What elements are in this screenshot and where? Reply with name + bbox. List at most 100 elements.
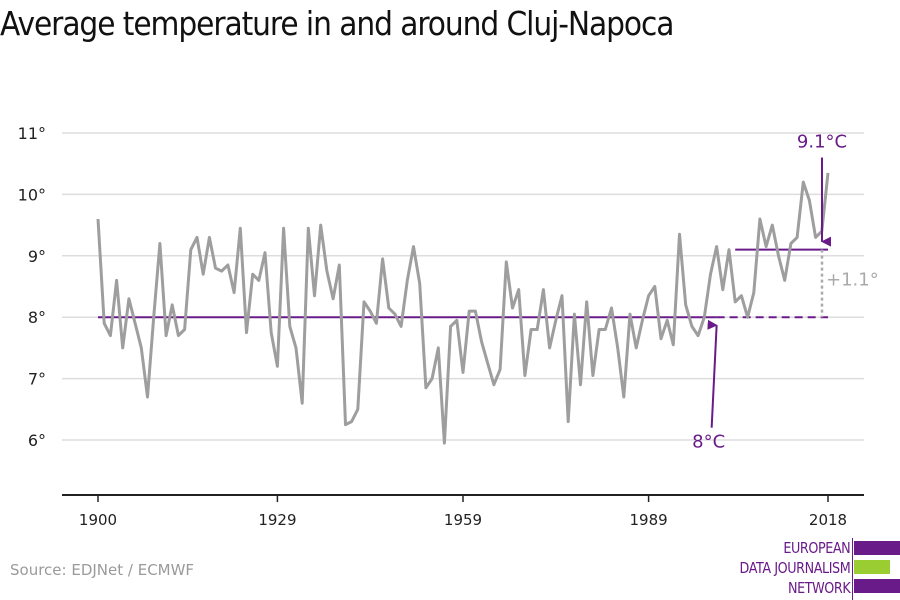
y-tick-label: 11° [18,124,46,143]
data-point [715,245,718,248]
data-point [152,316,155,319]
data-point [103,322,106,325]
data-point [369,310,372,313]
data-point [288,325,291,328]
logo-text: EUROPEAN DATA JOURNALISM NETWORK [739,538,850,598]
x-axis: 1900 1929 1959 1989 2018 [62,494,864,529]
logo-bar-green [854,560,890,574]
data-point [604,328,607,331]
data-point [752,291,755,294]
data-point [332,297,335,300]
data-point [523,374,526,377]
x-tick-label: 2018 [809,511,847,529]
x-tick-label: 1989 [629,511,667,529]
y-tick-label: 6° [28,431,46,450]
data-point [530,328,533,331]
data-point [740,294,743,297]
data-point [635,346,638,349]
data-point [115,279,118,282]
y-tick-label: 7° [28,370,46,389]
data-point [455,319,458,322]
data-point [350,420,353,423]
data-point [226,264,229,267]
data-point [647,294,650,297]
annotations: 8°C 9.1°C +1.1° [692,132,879,453]
data-point [177,334,180,337]
data-point [746,316,749,319]
data-point [672,343,675,346]
data-point [771,224,774,227]
data-point [418,282,421,285]
data-point [325,270,328,273]
data-point [239,227,242,230]
data-point [412,245,415,248]
data-point [220,270,223,273]
data-point [629,313,632,316]
data-point [802,181,805,184]
data-point [301,402,304,405]
data-point [579,383,582,386]
data-point [474,310,477,313]
data-point [400,325,403,328]
data-point [165,334,168,337]
y-tick-label: 9° [28,247,46,266]
data-point [536,328,539,331]
data-point [437,346,440,349]
arrow-8c [707,319,718,428]
data-point [97,217,100,220]
data-point [245,331,248,334]
data-point [140,346,143,349]
logo-line-1: EUROPEAN [783,539,850,557]
data-point [214,267,217,270]
data-point [183,328,186,331]
data-point [313,294,316,297]
data-point [443,442,446,445]
label-8c: 8°C [692,432,725,453]
y-tick-label: 8° [28,308,46,327]
data-point [505,260,508,263]
data-point [276,365,279,368]
data-point [406,279,409,282]
data-point [363,300,366,303]
data-point [814,236,817,239]
data-point [307,227,310,230]
data-point [765,245,768,248]
data-point [375,322,378,325]
data-point [251,273,254,276]
data-point [202,273,205,276]
data-point [189,248,192,251]
data-point [381,257,384,260]
data-point [462,371,465,374]
data-point [721,288,724,291]
data-point [709,273,712,276]
logo-bar-purple-bottom [854,579,900,593]
data-point [659,337,662,340]
series-layer [96,172,830,445]
data-point [511,306,514,309]
data-point [554,319,557,322]
data-point [641,319,644,322]
data-point [158,242,161,245]
data-point [703,316,706,319]
data-point [319,224,322,227]
data-point [486,362,489,365]
data-point [758,217,761,220]
logo-divider [852,538,853,600]
data-point [573,313,576,316]
data-point [264,251,267,254]
logo-line-3: NETWORK [787,579,851,597]
data-point [517,288,520,291]
data-point [666,319,669,322]
data-point [294,346,297,349]
data-point [548,346,551,349]
temperature-series-line [96,172,830,445]
data-point [257,279,260,282]
data-point [208,236,211,239]
data-point [796,236,799,239]
data-point [480,340,483,343]
data-point [678,233,681,236]
source-note: Source: EDJNet / ECMWF [10,561,195,579]
data-point [468,310,471,313]
data-point [387,306,390,309]
